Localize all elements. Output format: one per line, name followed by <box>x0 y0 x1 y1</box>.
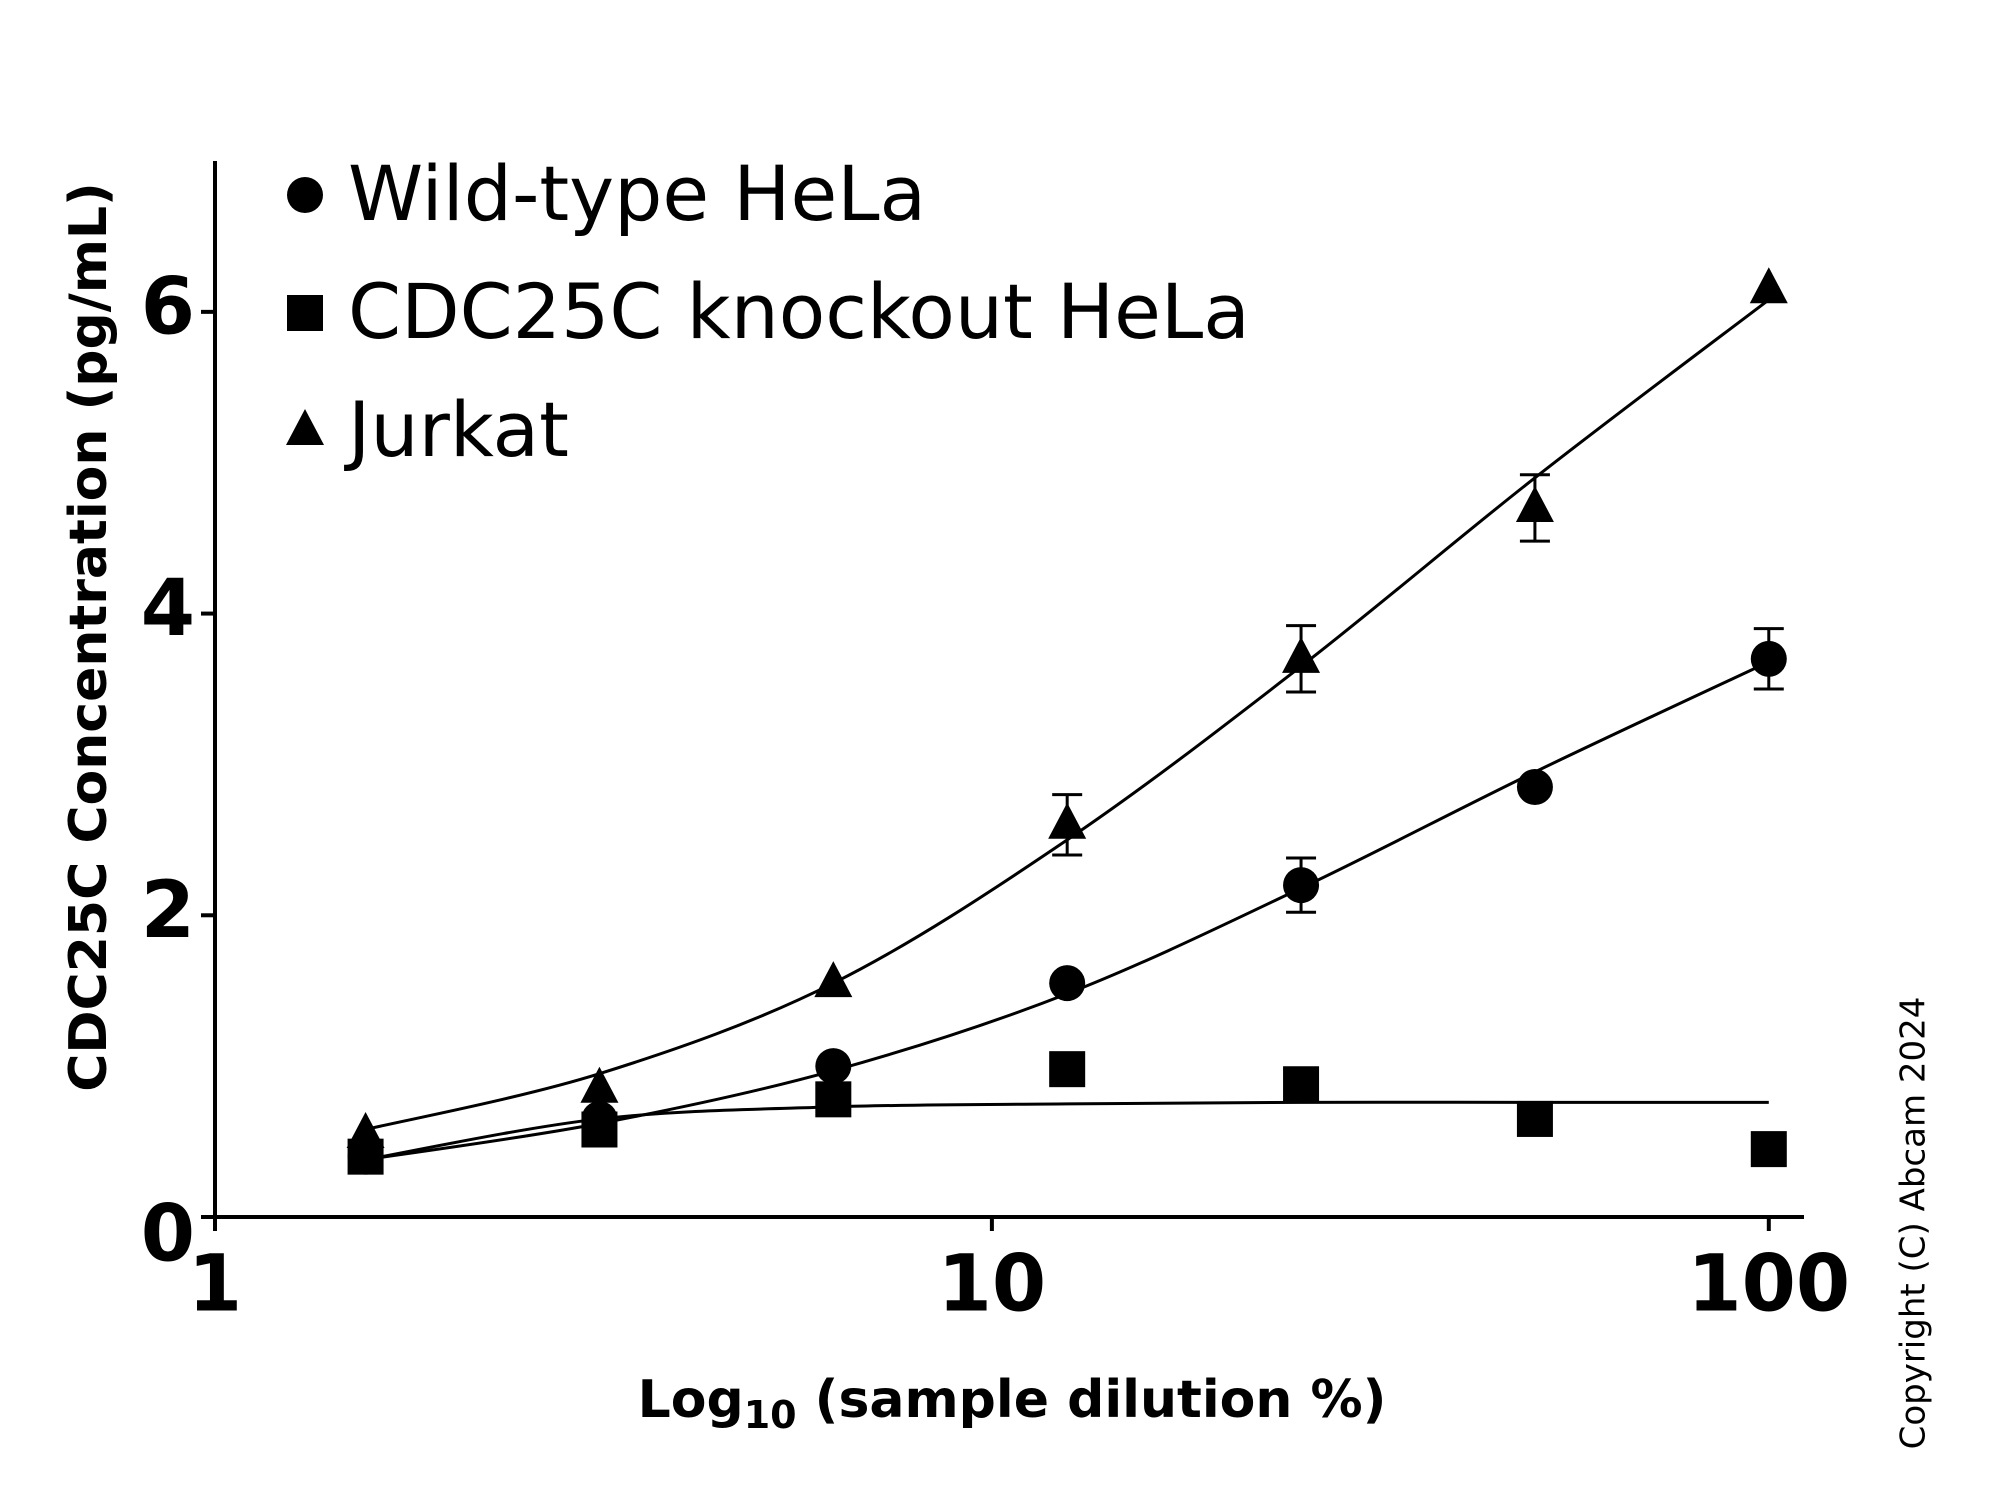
marker <box>815 1048 852 1085</box>
x-tick-label: 10 <box>938 1239 1047 1329</box>
marker <box>1282 636 1321 673</box>
x-tick-label: 1 <box>188 1239 242 1329</box>
fit-curve <box>365 1100 1769 1162</box>
marker <box>1750 1131 1787 1168</box>
x-axis-label-part: (sample dilution %) <box>797 1370 1387 1430</box>
y-tick-label: 2 <box>141 866 195 956</box>
marker <box>1515 485 1554 522</box>
legend-label: Jurkat <box>344 385 569 474</box>
marker <box>1750 640 1787 677</box>
marker <box>1516 1100 1553 1137</box>
marker <box>346 1112 385 1149</box>
marker <box>1049 1051 1086 1088</box>
marker <box>1516 769 1553 806</box>
marker <box>815 1081 852 1118</box>
x-axis-label-part: Log <box>638 1370 744 1430</box>
y-tick-label: 4 <box>141 564 195 654</box>
marker <box>1049 965 1086 1002</box>
marker <box>580 1066 619 1103</box>
marker <box>814 961 853 998</box>
fit-curve <box>365 298 1770 1131</box>
y-tick-label: 6 <box>141 262 195 352</box>
marker <box>1283 867 1320 904</box>
y-axis-label: CDC25C Concentration (pg/mL) <box>59 182 119 1092</box>
copyright: Copyright (C) Abcam 2024 <box>1894 997 1934 1450</box>
marker <box>1749 267 1788 304</box>
x-axis-label: Log10 (sample dilution %) <box>638 1370 1387 1437</box>
y-tick-label: 0 <box>141 1189 195 1279</box>
legend-label: CDC25C knockout HeLa <box>348 267 1250 356</box>
x-axis-label-subscript: 10 <box>744 1393 797 1437</box>
x-tick-label: 100 <box>1687 1239 1850 1329</box>
marker <box>1283 1066 1320 1103</box>
marker <box>287 177 323 213</box>
marker <box>581 1111 618 1148</box>
legend-label: Wild-type HeLa <box>348 149 926 238</box>
marker <box>1048 802 1087 839</box>
marker <box>286 409 324 445</box>
marker <box>287 295 323 331</box>
